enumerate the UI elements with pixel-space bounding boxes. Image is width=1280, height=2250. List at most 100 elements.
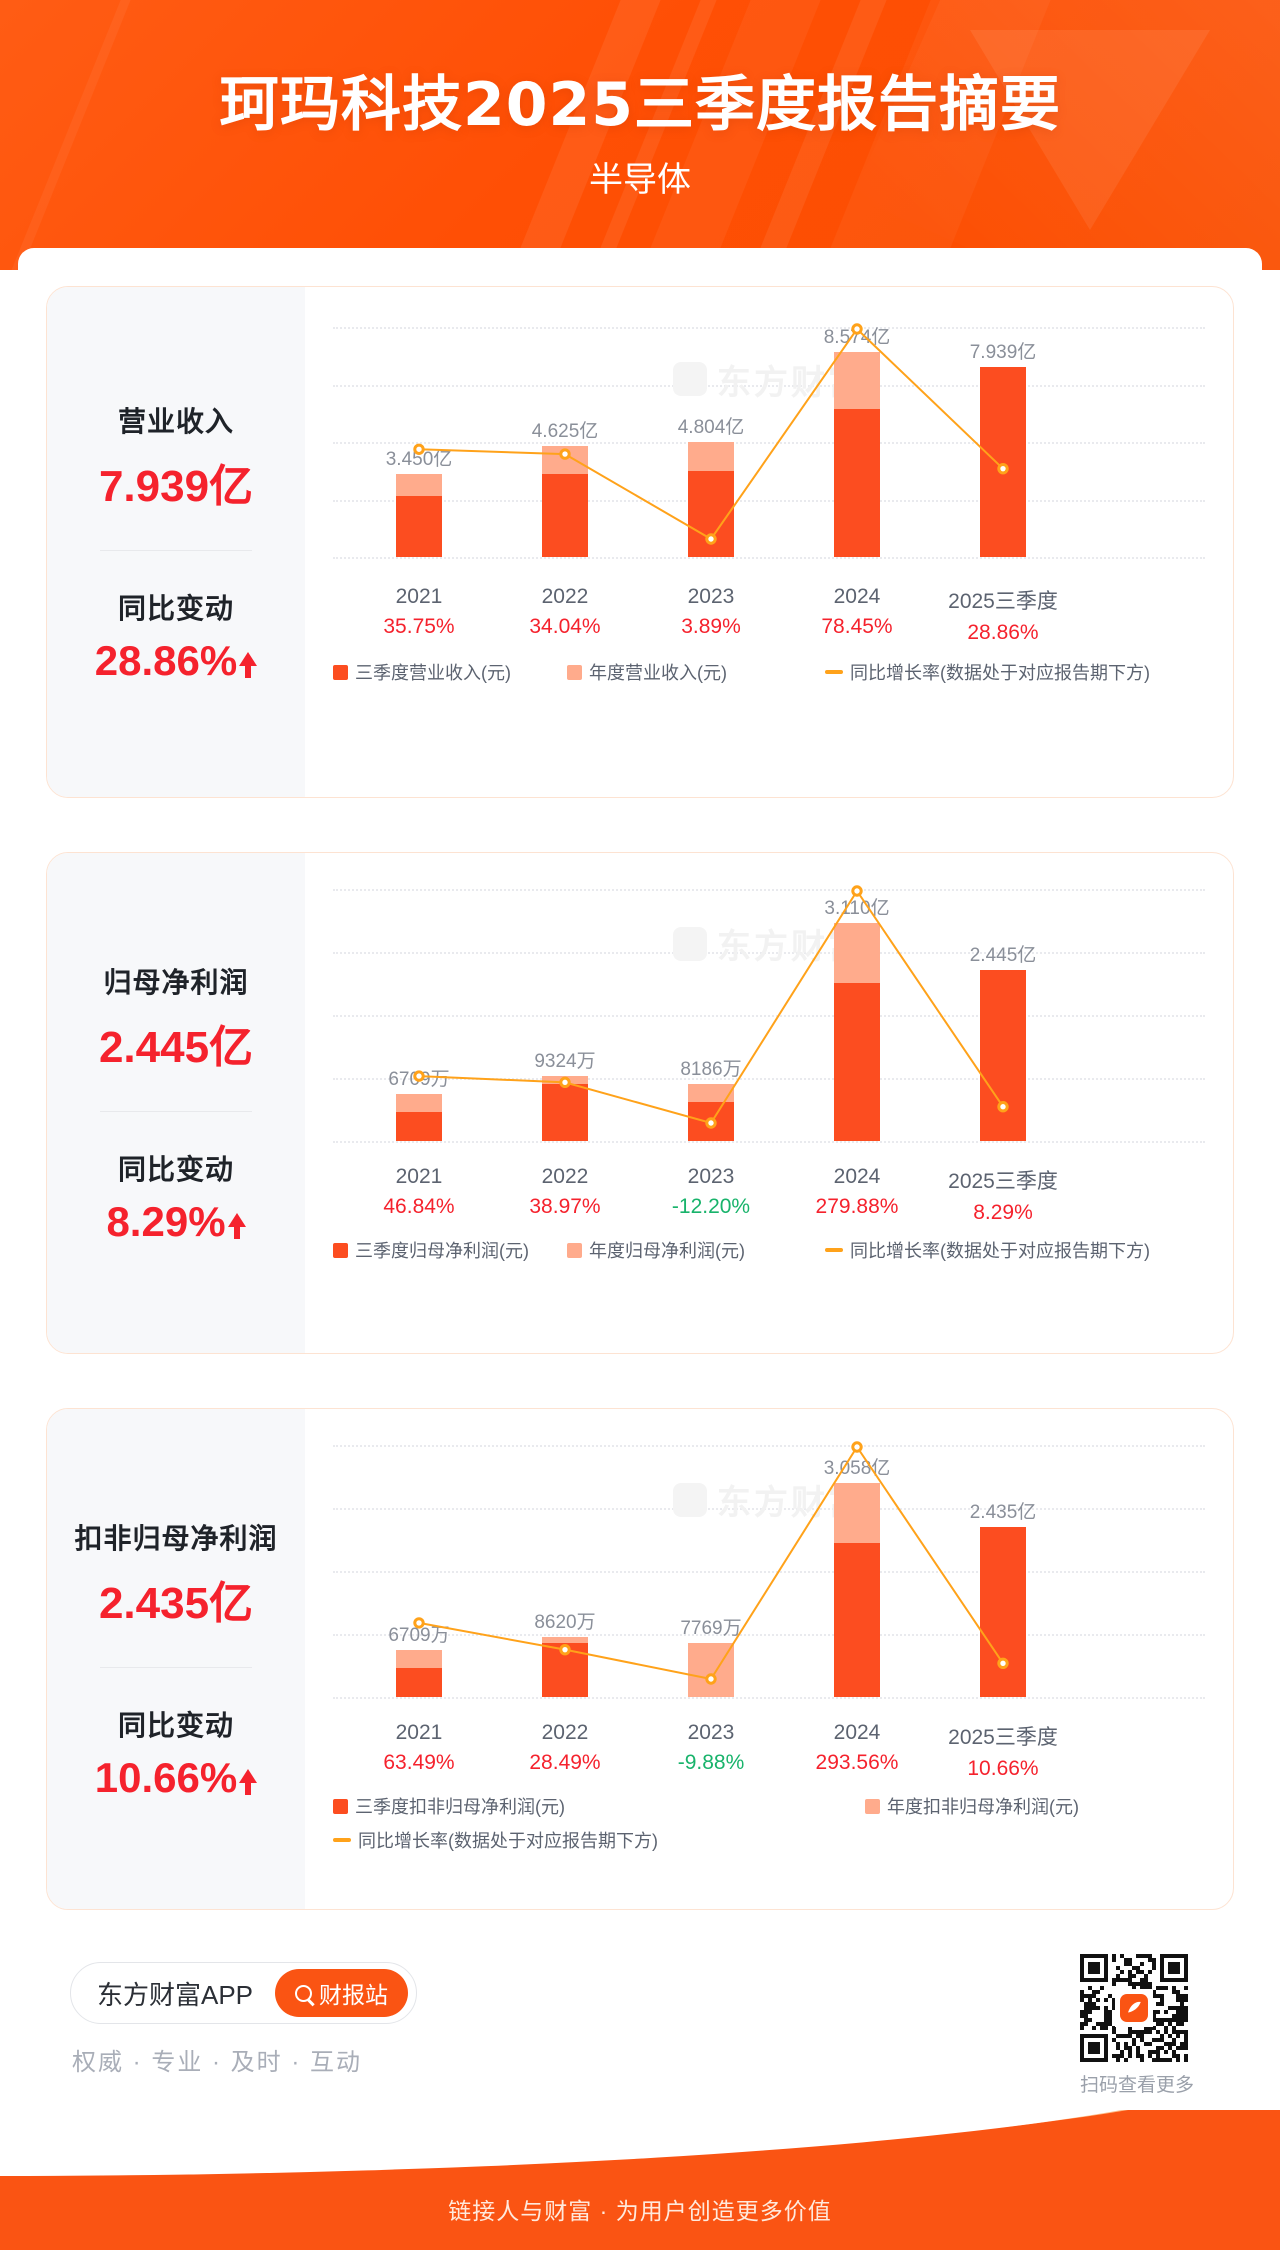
- bar-column: [834, 287, 880, 557]
- change-label: 同比变动: [117, 1709, 234, 1741]
- bar-segment-annual: [688, 1642, 734, 1697]
- growth-rate-point: [705, 533, 717, 545]
- chart-gridline: [333, 1508, 1205, 1510]
- chart-gridline: [333, 1078, 1205, 1080]
- caibaozhan-button[interactable]: 财报站: [275, 1969, 409, 2017]
- growth-rate-point: [413, 443, 425, 455]
- bar-column: [542, 287, 588, 557]
- change-value: 10.66%: [94, 1753, 258, 1802]
- bar-segment-q3: [980, 366, 1026, 557]
- chart-legend-item: 三季度营业收入(元): [333, 659, 511, 685]
- growth-rate-polyline: [418, 889, 1004, 1125]
- axis-growth-label: 10.66%: [967, 1757, 1039, 1780]
- axis-growth-label: 28.49%: [529, 1751, 601, 1774]
- chart-legend-item: 三季度归母净利润(元): [333, 1237, 529, 1263]
- axis-growth-label: 3.89%: [681, 615, 741, 638]
- page-title: 珂玛科技2025三季度报告摘要: [219, 70, 1061, 140]
- arrow-up-icon: [239, 1768, 258, 1795]
- axis-growth-label: 8.29%: [973, 1201, 1033, 1224]
- growth-rate-point: [997, 462, 1009, 475]
- caibaozhan-button-label: 财报站: [319, 1982, 389, 2008]
- bar-segment-q3: [834, 409, 880, 557]
- banner-curve-white: [0, 2110, 1280, 2176]
- legend-line-marker: [825, 1248, 843, 1252]
- metric-card: 营业收入 7.939亿 同比变动 28.86% 东方财富 3.450亿 4.625亿 4.80…: [46, 286, 1234, 798]
- bottom-banner: 链接人与财富 · 为用户创造更多价值: [0, 2110, 1280, 2250]
- bar-column: [396, 1409, 442, 1697]
- axis-category: 2021 46.84%: [383, 1165, 454, 1219]
- legend-color-swatch: [333, 1798, 348, 1814]
- arrow-up-icon: [239, 651, 258, 678]
- axis-category: 2022 34.04%: [529, 585, 600, 639]
- growth-rate-polyline: [418, 327, 1004, 541]
- axis-category: 2023 3.89%: [681, 585, 741, 639]
- growth-rate-point: [559, 1643, 571, 1656]
- axis-category: 2024 279.88%: [816, 1165, 899, 1219]
- change-number: 10.66%: [94, 1753, 238, 1801]
- bar-column: [980, 287, 1026, 557]
- bar-value-label: 4.625亿: [531, 421, 599, 443]
- eastmoney-logo-icon: [1119, 1994, 1148, 2022]
- growth-rate-point: [559, 448, 571, 460]
- chart-gridline: [333, 1634, 1205, 1636]
- axis-category: 2024 78.45%: [821, 585, 892, 639]
- legend-line-marker: [825, 670, 843, 674]
- axis-year-label: 2024: [833, 585, 881, 608]
- qr-code-image[interactable]: [1079, 1954, 1188, 2062]
- bar-segment-q3: [396, 496, 442, 557]
- axis-growth-label: 293.56%: [815, 1751, 899, 1774]
- legend-label: 三季度营业收入(元): [355, 663, 511, 683]
- chart-legend-item: 同比增长率(数据处于对应报告期下方): [333, 1827, 658, 1853]
- axis-growth-label: 38.97%: [529, 1195, 601, 1218]
- growth-rate-point: [559, 1076, 571, 1089]
- legend-label: 同比增长率(数据处于对应报告期下方): [850, 663, 1150, 683]
- summary-divider: [100, 1110, 252, 1112]
- legend-label: 年度营业收入(元): [589, 663, 727, 683]
- axis-growth-label: 34.04%: [529, 615, 601, 638]
- chart-gridline: [333, 384, 1205, 387]
- metric-summary-panel: 扣非归母净利润 2.435亿 同比变动 10.66%: [47, 1409, 305, 1909]
- metric-card: 归母净利润2.445亿同比变动8.29%东方财富6709万9324万8186万3…: [46, 852, 1234, 1354]
- axis-year-label: 2022: [541, 1721, 589, 1744]
- chart-legend-item: 三季度扣非归母净利润(元): [333, 1793, 565, 1819]
- change-value: 28.86%: [95, 637, 258, 685]
- axis-category: 2022 28.49%: [529, 1721, 600, 1775]
- page-header: 珂玛科技2025三季度报告摘要 半导体: [0, 0, 1280, 270]
- bar-value-label: 8.574亿: [823, 326, 891, 348]
- chart-plot-area: 东方财富6709万9324万8186万3.110亿2.445亿202146.84…: [305, 853, 1233, 1353]
- growth-rate-point: [705, 1673, 717, 1685]
- legend-label: 年度归母净利润(元): [589, 1241, 745, 1261]
- chart-gridline: [333, 499, 1205, 502]
- bar-value-label: 8186万: [680, 1058, 742, 1080]
- bar-column: [396, 853, 442, 1141]
- metric-name: 归母净利润: [103, 966, 249, 998]
- legend-label: 同比增长率(数据处于对应报告期下方): [358, 1831, 658, 1851]
- bar-value-label: 7769万: [680, 1617, 742, 1639]
- bar-value-label: 6709万: [388, 1625, 450, 1647]
- legend-line-marker: [333, 1838, 351, 1842]
- growth-rate-line-chart: [413, 323, 1009, 545]
- axis-year-label: 2021: [395, 1165, 443, 1188]
- bar-value-label: 2.445亿: [969, 944, 1037, 966]
- growth-rate-point: [851, 323, 863, 335]
- bar-segment-q3: [834, 982, 880, 1141]
- bar-column: [688, 1409, 734, 1697]
- bar-segment-q3: [834, 1543, 880, 1697]
- chart-gridline: [333, 1697, 1205, 1699]
- footer-branding: 东方财富APP 财报站 权威 · 专业 · 及时 · 互动 扫码查看更多: [46, 1940, 1234, 2110]
- chart-legend-item: 年度归母净利润(元): [567, 1237, 745, 1263]
- axis-category: 2025三季度 28.86%: [948, 585, 1058, 645]
- chart-gridline: [333, 889, 1205, 891]
- bar-column: [980, 853, 1026, 1141]
- axis-growth-label: 279.88%: [815, 1195, 899, 1218]
- chart-plot-area: 东方财富 3.450亿 4.625亿 4.804亿 8.574亿 7.939亿 2021 35…: [305, 287, 1233, 797]
- bottom-banner-wrap: 链接人与财富 · 为用户创造更多价值: [0, 2050, 1280, 2250]
- legend-color-swatch: [333, 1242, 348, 1258]
- growth-rate-point: [413, 1617, 425, 1629]
- bar-column: [396, 287, 442, 557]
- chart-legend-item: 同比增长率(数据处于对应报告期下方): [825, 1237, 1150, 1263]
- app-promo-pill[interactable]: 东方财富APP 财报站: [70, 1962, 418, 2024]
- chart-legend-item: 年度扣非归母净利润(元): [865, 1793, 1079, 1819]
- bar-column: [834, 1409, 880, 1697]
- growth-rate-polyline: [418, 1445, 1004, 1681]
